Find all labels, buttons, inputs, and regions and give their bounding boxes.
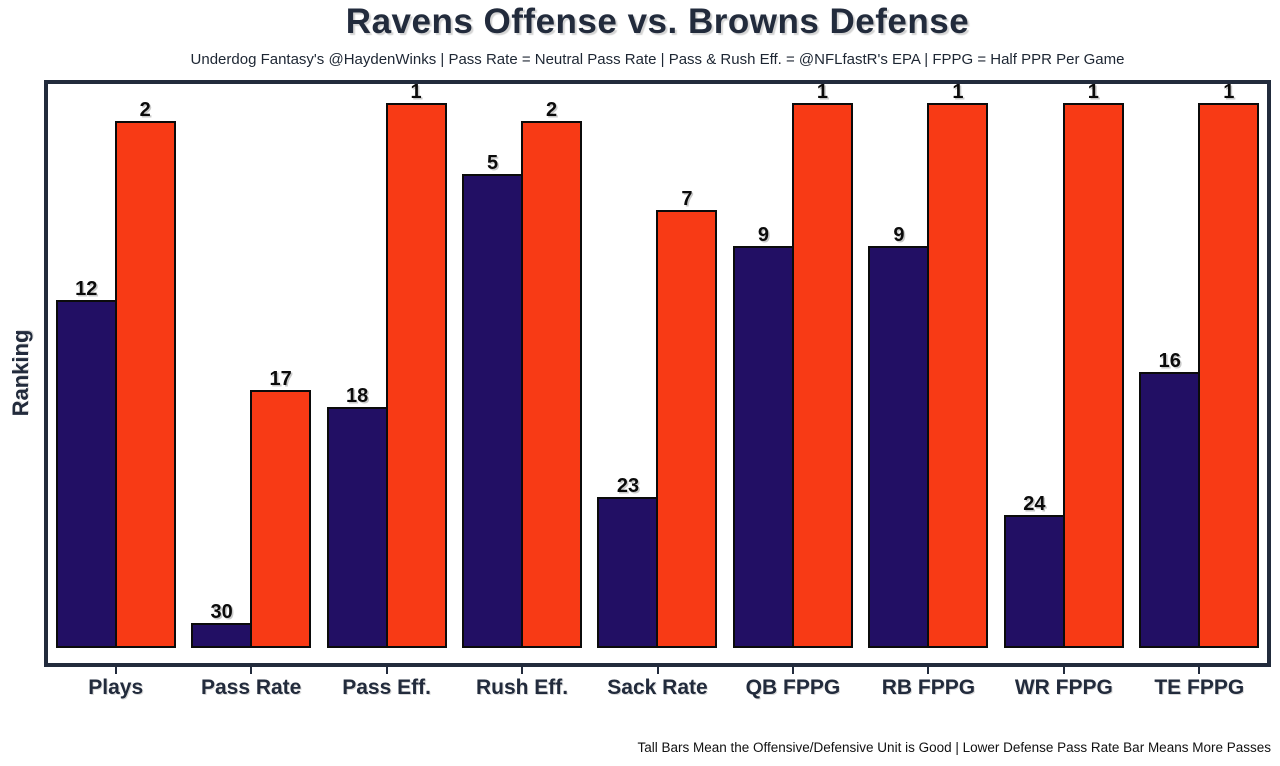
- x-tick-label: Sack Rate: [607, 676, 708, 699]
- x-tick-mark: [521, 667, 524, 674]
- offense-bar: 9: [868, 225, 930, 648]
- bar-value-label: 30: [210, 601, 233, 623]
- x-tick-mark: [114, 667, 117, 674]
- bar-value-label: 9: [757, 224, 769, 246]
- bar-value-label: 1: [816, 81, 828, 103]
- chart-title: Ravens Offense vs. Browns Defense: [345, 2, 970, 41]
- bar-value-label: 16: [1158, 350, 1181, 372]
- plot-area: 12 2 30 17 18 1 5 2 23 7 9 1 9 1 24 1 16 1: [44, 80, 1271, 667]
- offense-bar: 5: [462, 153, 524, 648]
- x-tick-label: RB FPPG: [881, 676, 976, 699]
- bar-value-label: 1: [1087, 81, 1099, 103]
- offense-bar: 16: [1139, 351, 1201, 648]
- x-tick-mark: [656, 667, 659, 674]
- x-tick-mark: [385, 667, 388, 674]
- x-tick-label: TE FPPG: [1154, 676, 1245, 699]
- bar-value-label: 1: [1223, 81, 1235, 103]
- offense-bar: 24: [1003, 494, 1065, 648]
- defense-bar: 1: [1062, 82, 1124, 648]
- bar-value-label: 2: [139, 99, 151, 121]
- x-tick-mark: [927, 667, 930, 674]
- bar-group-te-fppg: 16 1: [1132, 82, 1267, 648]
- defense-bar: 1: [927, 82, 989, 648]
- x-tick-label: Pass Rate: [200, 676, 302, 699]
- bar-value-label: 1: [410, 81, 422, 103]
- y-axis-label: Ranking: [8, 329, 33, 417]
- offense-bar: 30: [191, 602, 253, 648]
- bar-group-pass-rate: 30 17: [183, 369, 318, 648]
- bar-value-label: 23: [616, 475, 640, 497]
- offense-bar: 18: [326, 386, 388, 648]
- defense-bar: 7: [656, 189, 718, 648]
- x-tick-label: Pass Eff.: [342, 676, 431, 699]
- bar-value-label: 9: [893, 224, 905, 246]
- bar-group-pass-eff: 18 1: [319, 82, 454, 648]
- x-tick-mark: [791, 667, 794, 674]
- chart-footnote: Tall Bars Mean the Offensive/Defensive U…: [637, 740, 1271, 755]
- x-tick-label: Plays: [88, 676, 144, 699]
- x-tick-mark: [1062, 667, 1065, 674]
- bar-value-label: 17: [269, 368, 292, 390]
- bar-value-label: 5: [486, 152, 499, 174]
- bar-value-label: 2: [545, 99, 558, 121]
- chart-subtitle: Underdog Fantasy's @HaydenWinks | Pass R…: [190, 51, 1125, 68]
- defense-bar: 1: [791, 82, 853, 648]
- x-tick-mark: [1198, 667, 1201, 674]
- bar-value-label: 12: [75, 278, 98, 300]
- x-tick-label: QB FPPG: [745, 676, 841, 699]
- bar-group-wr-fppg: 24 1: [996, 82, 1131, 648]
- defense-bar: 17: [250, 369, 312, 648]
- bar-value-label: 24: [1023, 493, 1046, 515]
- x-tick-label: WR FPPG: [1014, 676, 1113, 699]
- x-tick-mark: [250, 667, 253, 674]
- x-tick-label: Rush Eff.: [475, 676, 569, 699]
- defense-bar: 1: [385, 82, 447, 648]
- bar-value-label: 1: [952, 81, 964, 103]
- bar-value-label: 7: [681, 188, 693, 210]
- defense-bar: 2: [521, 100, 583, 648]
- offense-bar: 23: [597, 476, 659, 648]
- defense-bar: 2: [114, 100, 176, 648]
- bars-container: 12 2 30 17 18 1 5 2 23 7 9 1 9 1 24 1 16 1: [48, 82, 1267, 663]
- bar-group-sack-rate: 23 7: [590, 189, 725, 648]
- bar-value-label: 18: [345, 385, 369, 407]
- x-axis: Plays Pass Rate Pass Eff. Rush Eff. Sack Rat…: [48, 667, 1267, 701]
- bar-group-plays: 12 2: [48, 100, 183, 648]
- defense-bar: 1: [1198, 82, 1260, 648]
- offense-bar: 12: [55, 279, 117, 648]
- offense-bar: 9: [732, 225, 794, 648]
